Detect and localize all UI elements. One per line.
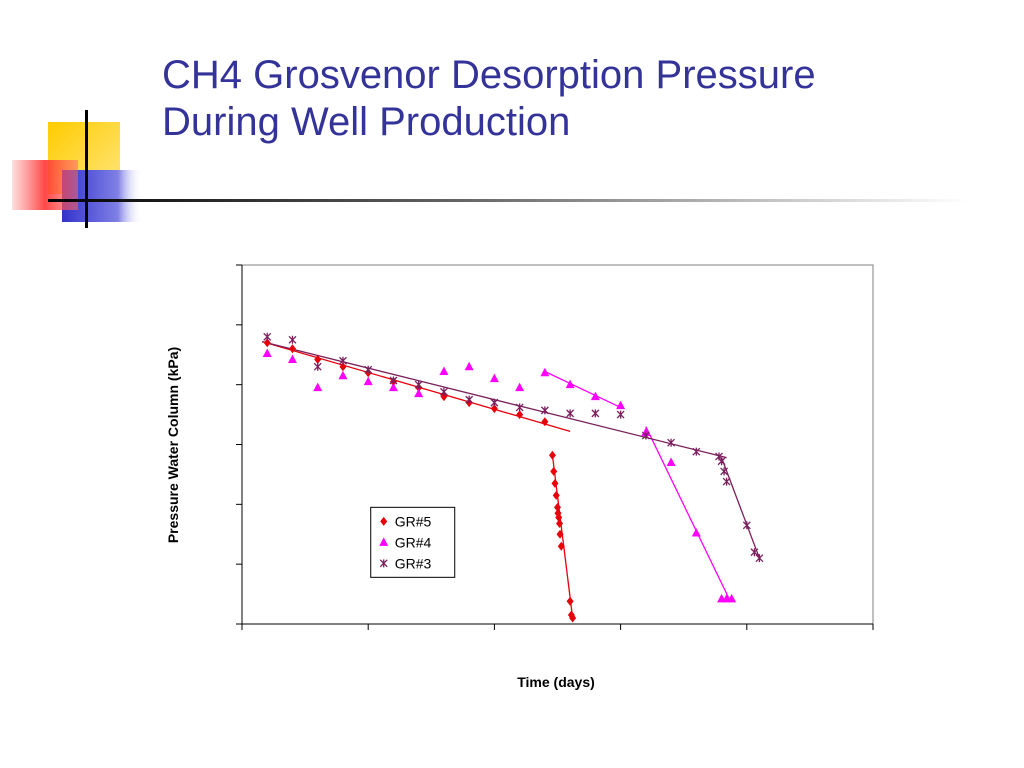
gr4-point — [287, 354, 297, 364]
legend-gr4-label: GR#4 — [395, 534, 432, 550]
gr5-point — [554, 502, 561, 512]
legend-gr3-label: GR#3 — [395, 555, 432, 571]
gr3-point — [692, 447, 701, 456]
axes-frame — [236, 264, 874, 630]
gr5-point — [566, 596, 574, 606]
gr3-point — [439, 387, 448, 396]
gr3-point — [465, 395, 474, 404]
legend-gr3-marker — [379, 559, 388, 568]
gr4-point — [313, 382, 323, 392]
data-points — [262, 332, 764, 623]
gr5-point — [555, 512, 563, 522]
slide-title: CH4 Grosvenor Desorption Pressure During… — [162, 52, 982, 146]
gr5-point — [550, 466, 558, 476]
gr5-point — [339, 362, 347, 372]
slide-title-line-1: CH4 Grosvenor Desorption Pressure — [162, 53, 816, 97]
gr3-point — [515, 403, 524, 412]
gr4-point — [691, 528, 701, 537]
x-axis-label: Time (days) — [517, 674, 595, 690]
gr5-point — [490, 404, 498, 414]
gr3-point — [566, 409, 575, 418]
deco-horizontal-line — [48, 199, 968, 202]
gr4-point — [515, 382, 525, 392]
gr4-point — [616, 400, 626, 410]
gr4-point — [388, 382, 398, 392]
gr3-point — [540, 406, 549, 415]
gr4-point — [565, 379, 575, 389]
gr3-point — [339, 356, 347, 365]
deco-red-square — [12, 160, 78, 210]
gr4-point — [727, 593, 737, 603]
y-axis-label: Pressure Water Column (kPa) — [165, 347, 181, 543]
gr5-point — [263, 338, 271, 348]
title-decoration — [12, 110, 968, 228]
gr5-point — [548, 450, 556, 460]
gr5-point — [314, 355, 322, 365]
gr3-point — [641, 431, 650, 440]
gr3-point — [389, 376, 398, 385]
gr3-point — [364, 365, 373, 374]
gr5-point — [288, 344, 296, 354]
gr5-point — [516, 410, 524, 420]
gr5-point — [557, 541, 565, 551]
gr4-point — [262, 348, 272, 358]
plot-area — [241, 264, 874, 625]
gr3-point — [750, 548, 759, 557]
gr4-point — [414, 388, 424, 398]
gr3-point — [263, 332, 272, 341]
gr3-point — [717, 457, 726, 466]
gr4-point — [338, 370, 348, 380]
chart-legend: GR#5 GR#4 GR#3 — [370, 506, 456, 578]
gr3-point — [722, 477, 731, 486]
gr3-point — [414, 380, 423, 389]
legend-gr4-marker — [379, 537, 389, 546]
gr3-point — [591, 409, 600, 418]
gr5-point — [556, 518, 564, 528]
gr4-trend-line — [645, 426, 730, 600]
gr3-point — [742, 521, 751, 530]
deco-vertical-line — [85, 110, 88, 228]
gr5-point — [552, 490, 560, 500]
gr3-point — [667, 438, 676, 447]
gr3-point — [755, 554, 764, 563]
gr4-point — [464, 361, 474, 371]
gr3-point — [313, 362, 322, 371]
gr3-point — [490, 398, 499, 407]
gr3-point — [720, 467, 729, 476]
gr4-point — [363, 376, 373, 386]
gr4-point — [540, 367, 550, 377]
gr5-point — [551, 478, 559, 488]
gr4-point — [666, 457, 676, 466]
gr3-point — [616, 410, 625, 419]
legend-gr5-marker — [380, 516, 388, 526]
gr4-point — [439, 366, 449, 376]
gr5-point — [569, 613, 577, 623]
gr5-point — [541, 417, 549, 427]
slide-title-line-2: During Well Production — [162, 100, 571, 145]
gr4-point — [489, 373, 499, 383]
gr5-point — [556, 529, 564, 539]
gr3-point — [288, 335, 297, 344]
legend-gr5-label: GR#5 — [395, 513, 432, 529]
gr4-point — [590, 391, 600, 401]
pressure-chart: Time (days) Pressure Water Column (kPa) … — [165, 264, 874, 690]
gr4-trend-line — [544, 370, 621, 408]
